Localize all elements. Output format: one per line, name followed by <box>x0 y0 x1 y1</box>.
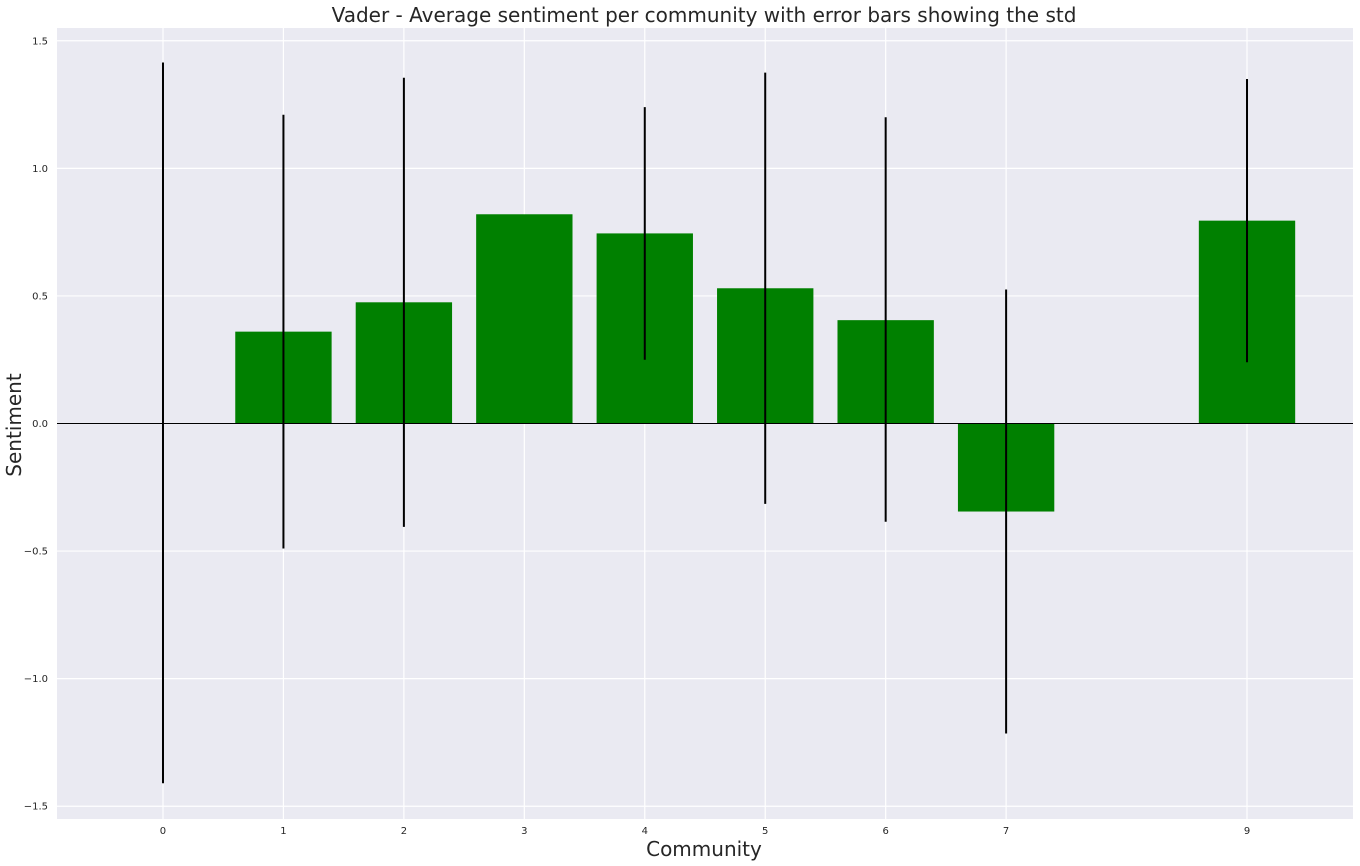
x-tick-label: 3 <box>521 826 527 837</box>
x-tick-label: 0 <box>160 826 166 837</box>
x-tick-label: 1 <box>280 826 286 837</box>
error-bars <box>161 62 1249 784</box>
y-tick-label: 1.5 <box>32 36 48 47</box>
y-tick-label: 0.5 <box>32 291 48 302</box>
x-tick-label: 9 <box>1244 826 1250 837</box>
bar-3 <box>476 214 573 424</box>
y-tick-label: −1.0 <box>24 674 48 685</box>
x-tick-label: 2 <box>401 826 407 837</box>
x-tick-label: 6 <box>882 826 888 837</box>
chart-title: Vader - Average sentiment per community … <box>332 3 1077 27</box>
y-axis-label: Sentiment <box>2 373 26 477</box>
x-tick-label: 4 <box>642 826 648 837</box>
x-tick-label: 5 <box>762 826 768 837</box>
x-axis-label: Community <box>646 837 762 861</box>
y-tick-label: −1.5 <box>24 802 48 813</box>
tick-labels: 0 1 2 3 4 5 6 7 9 −1.5 −1.0 −0.5 0.0 0.5 1.0 1.5 <box>24 36 1250 837</box>
y-tick-label: 0.0 <box>32 419 48 430</box>
y-tick-label: −0.5 <box>24 547 48 558</box>
y-tick-label: 1.0 <box>32 164 48 175</box>
x-tick-label: 7 <box>1003 826 1009 837</box>
